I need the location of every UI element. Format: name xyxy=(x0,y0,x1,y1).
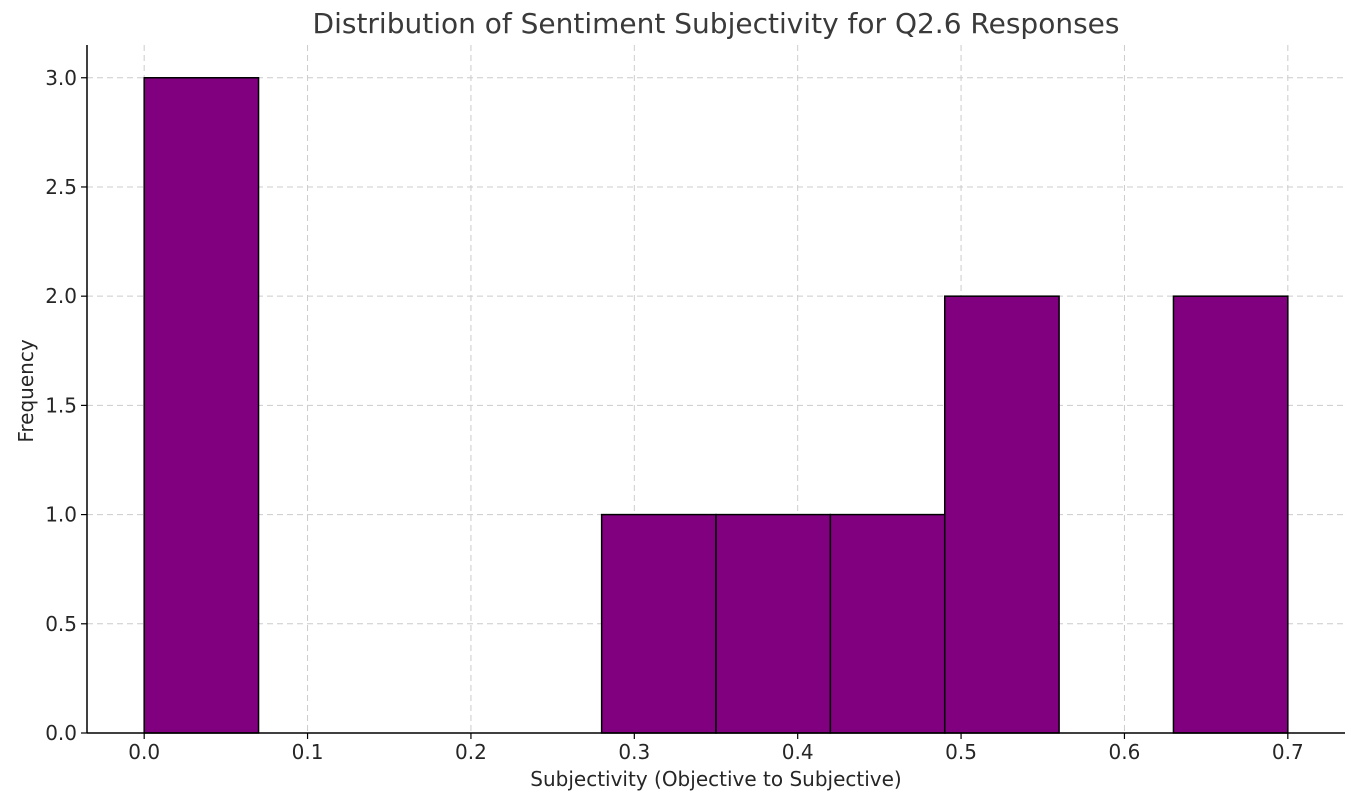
x-tick-label: 0.5 xyxy=(945,740,977,764)
x-tick-label: 0.1 xyxy=(292,740,324,764)
histogram-bar xyxy=(715,513,832,734)
x-tick-label: 0.0 xyxy=(128,740,160,764)
bars-layer xyxy=(143,77,1289,734)
x-tick-label: 0.7 xyxy=(1272,740,1304,764)
histogram-bar xyxy=(1172,295,1289,734)
y-tick-label: 1.0 xyxy=(45,503,77,527)
y-tick-label: 2.5 xyxy=(45,175,77,199)
y-tick-label: 3.0 xyxy=(45,66,77,90)
y-tick-label: 0.5 xyxy=(45,612,77,636)
histogram-bar xyxy=(600,513,717,734)
x-tick-label: 0.6 xyxy=(1109,740,1141,764)
x-axis-label: Subjectivity (Objective to Subjective) xyxy=(530,767,901,791)
x-ticks: 0.0 0.1 0.2 0.3 0.4 0.5 0.6 0.7 xyxy=(128,733,1304,764)
y-tick-label: 1.5 xyxy=(45,393,77,417)
axes-layer xyxy=(86,45,1345,734)
y-axis-label: Frequency xyxy=(14,339,38,442)
y-tick-label: 2.0 xyxy=(45,284,77,308)
y-ticks: 0.0 0.5 1.0 1.5 2.0 2.5 3.0 xyxy=(45,66,87,745)
x-tick-label: 0.2 xyxy=(455,740,487,764)
chart-title: Distribution of Sentiment Subjectivity f… xyxy=(313,7,1120,40)
histogram-bar xyxy=(143,77,260,734)
histogram-bar xyxy=(829,513,946,734)
histogram-bar xyxy=(943,295,1060,734)
x-tick-label: 0.4 xyxy=(782,740,814,764)
x-tick-label: 0.3 xyxy=(618,740,650,764)
y-tick-label: 0.0 xyxy=(45,721,77,745)
